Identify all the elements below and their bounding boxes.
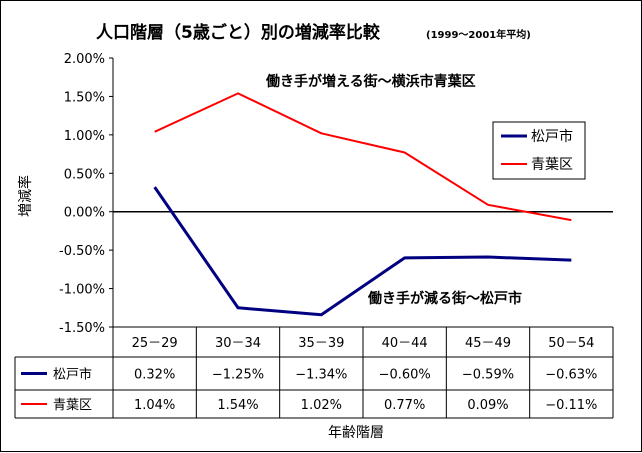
annotation-text: 働き手が減る街〜松戸市 xyxy=(367,290,522,307)
category-label: 50－54 xyxy=(548,336,594,351)
axes-group: 2.00% 1.50% 1.00% 0.50% 0.00% -0.50% -1.00% -1.… xyxy=(59,52,613,336)
annotation-text: 働き手が増える街〜横浜市青葉区 xyxy=(265,73,476,90)
y-tick-label: -1.50% xyxy=(59,321,105,336)
chart-title: 人口階層（5歳ごと）別の増減率比較 xyxy=(96,22,381,43)
series-group xyxy=(153,92,572,317)
category-label: 45－49 xyxy=(465,336,511,351)
category-label: 25－29 xyxy=(132,336,178,351)
legend-label: 松戸市 xyxy=(531,128,573,145)
legend-label: 青葉区 xyxy=(531,157,573,173)
chart-title-group: 人口階層（5歳ごと）別の増減率比較 (1999〜2001年平均) xyxy=(96,22,531,43)
table-cell: 1.54% xyxy=(217,398,258,413)
table-cell: −1.34% xyxy=(295,368,347,383)
category-label: 35－39 xyxy=(298,336,344,351)
table-cell: 0.77% xyxy=(384,398,425,413)
category-label: 30－34 xyxy=(215,336,261,351)
table-cell: −0.11% xyxy=(545,398,597,413)
series-line-0 xyxy=(153,186,572,317)
y-tick-label: 2.00% xyxy=(64,52,105,67)
table-cell: 0.32% xyxy=(134,368,175,383)
data-table: 25－29 30－34 35－39 40－44 45－49 50－54 松戸市 0.32% −1… xyxy=(14,326,614,419)
y-tick-label: 1.00% xyxy=(64,129,105,144)
legend-box xyxy=(492,121,586,180)
table-cell: 0.09% xyxy=(467,398,508,413)
table-cell: −0.63% xyxy=(545,368,597,383)
table-cell: 1.02% xyxy=(301,398,342,413)
category-label: 40－44 xyxy=(382,336,428,351)
y-tick-label: -0.50% xyxy=(59,244,105,259)
x-axis-title: 年齢階層 xyxy=(328,425,384,441)
y-axis-title: 増減率 xyxy=(17,175,34,217)
y-tick-label: 0.50% xyxy=(64,167,105,182)
table-cell: 1.04% xyxy=(134,398,175,413)
series-line-1 xyxy=(154,92,572,222)
y-tick-label: 0.00% xyxy=(64,206,105,221)
y-tick-label: 1.50% xyxy=(64,90,105,105)
y-tick-label: -1.00% xyxy=(59,283,105,298)
table-series-name: 松戸市 xyxy=(53,367,92,383)
table-cell: −0.59% xyxy=(462,368,514,383)
table-cell: −1.25% xyxy=(212,368,264,383)
table-cell: −0.60% xyxy=(379,368,431,383)
chart-subtitle: (1999〜2001年平均) xyxy=(426,28,531,41)
table-series-name: 青葉区 xyxy=(53,398,92,413)
